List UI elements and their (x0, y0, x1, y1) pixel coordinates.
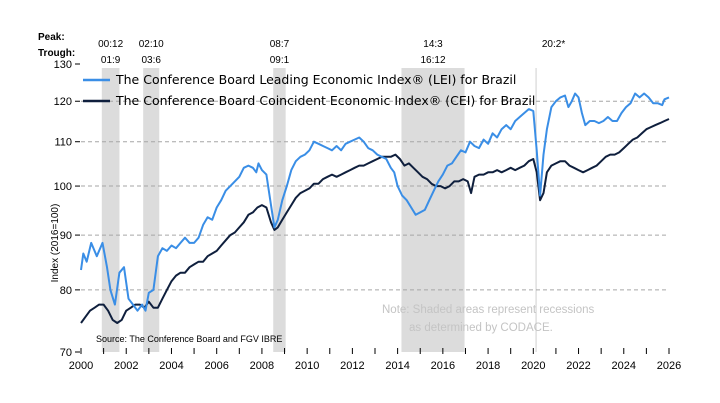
y-tick-label: 110 (54, 137, 72, 149)
recession-peak-label: 14:3 (423, 39, 443, 50)
source-note: Source: The Conference Board and FGV IBR… (96, 334, 282, 344)
peak-header: Peak: (38, 32, 65, 43)
y-tick-label: 130 (54, 59, 72, 71)
recession-note-line1: Note: Shaded areas represent recessions (382, 304, 594, 316)
y-axis-label: Index (2016=100) (50, 204, 61, 283)
x-tick-label: 2018 (476, 360, 500, 372)
x-tick-label: 2026 (657, 360, 681, 372)
recession-peak-label: 08:7 (270, 39, 290, 50)
cei-line (80, 118, 670, 324)
lei-line (80, 92, 670, 312)
y-tick-label: 90 (60, 230, 72, 242)
recession-band (101, 68, 120, 352)
legend: The Conference Board Leading Economic In… (83, 72, 535, 108)
x-tick-label: 2002 (114, 360, 138, 372)
x-tick-label: 2016 (431, 360, 455, 372)
x-tick-label: 2012 (340, 360, 364, 372)
x-tick-label: 2022 (566, 360, 590, 372)
y-tick-label: 100 (54, 181, 72, 193)
recession-trough-label: 09:1 (270, 55, 290, 66)
recession-trough-label: 03:6 (141, 55, 161, 66)
recession-trough-label: 01:9 (101, 55, 121, 66)
legend-label-lei: The Conference Board Leading Economic In… (115, 72, 516, 87)
recession-band (535, 68, 537, 352)
y-tick-label: 70 (60, 347, 72, 359)
recession-peak-label: 00:12 (98, 39, 123, 50)
x-tick-label: 2006 (204, 360, 228, 372)
legend-label-cei: The Conference Board Coincident Economic… (115, 93, 535, 108)
y-tick-label: 80 (60, 285, 72, 297)
recession-peak-label: 20:2* (542, 39, 565, 50)
trough-header: Trough: (38, 48, 75, 59)
axes: Index (2016=100) 70 80 90 100 110 120 130 2000 2… (50, 59, 681, 372)
recession-peak-label: 02:10 (139, 39, 164, 50)
recession-note-line2: as determined by CODACE. (409, 322, 553, 334)
x-tick-label: 2010 (295, 360, 319, 372)
peak-trough-header: Peak: Trough: 00:12 01:9 02:10 03:6 08:7 09:1… (38, 32, 565, 66)
x-tick-label: 2000 (69, 360, 93, 372)
x-tick-label: 2004 (159, 360, 183, 372)
x-tick-label: 2014 (385, 360, 409, 372)
recession-trough-label: 16:12 (420, 55, 445, 66)
x-tick-label: 2008 (250, 360, 274, 372)
series-lines (80, 92, 670, 324)
gridlines (81, 100, 669, 291)
y-tick-label: 120 (54, 96, 72, 108)
x-tick-label: 2020 (521, 360, 545, 372)
x-tick-label: 2024 (612, 360, 636, 372)
